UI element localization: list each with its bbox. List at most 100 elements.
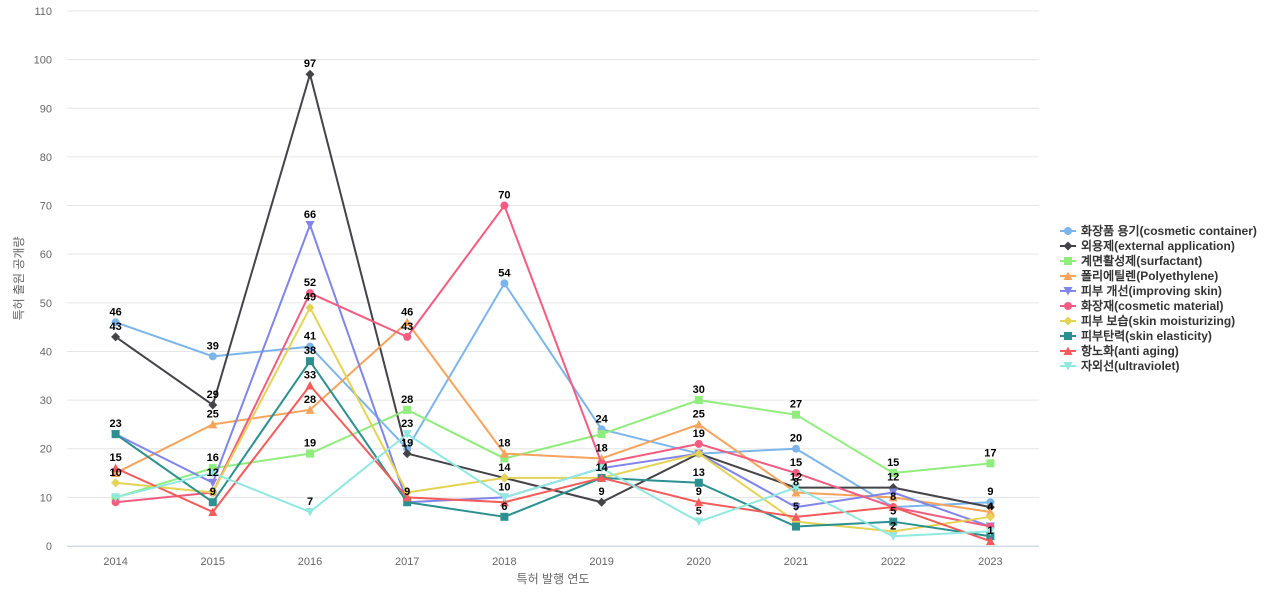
- data-label: 25: [207, 408, 219, 420]
- data-label: 7: [307, 496, 313, 508]
- legend-marker: [1064, 302, 1072, 310]
- data-label: 28: [304, 394, 316, 406]
- data-point: [208, 478, 218, 488]
- x-tick-label: 2016: [298, 556, 322, 568]
- data-point: [792, 444, 800, 453]
- y-tick-label: 60: [40, 249, 52, 261]
- data-label: 19: [693, 428, 705, 440]
- x-tick-label: 2020: [687, 556, 711, 568]
- series-line: [114, 224, 992, 528]
- data-label: 52: [304, 277, 316, 289]
- legend-item: 자외선(ultraviolet): [1060, 358, 1179, 373]
- data-point: [208, 507, 218, 516]
- data-label: 4: [987, 501, 994, 513]
- series-6: [111, 201, 995, 531]
- data-label: 66: [304, 209, 316, 221]
- data-point: [888, 492, 898, 502]
- legend: 화장품 용기(cosmetic container)외용제(external a…: [1060, 223, 1257, 373]
- data-label: 97: [304, 58, 316, 70]
- data-label: 20: [790, 433, 802, 445]
- data-point: [402, 317, 412, 327]
- data-point: [306, 289, 314, 298]
- x-axis-ticks: 2014 2015 2016 2017 2018 2019 2020 2021 2022 2023: [103, 556, 1002, 568]
- data-point: [791, 503, 801, 512]
- data-point: [499, 497, 509, 507]
- data-point: [985, 502, 995, 512]
- data-point: [208, 352, 217, 361]
- y-tick-label: 10: [40, 492, 52, 504]
- legend-item: 피부 보습(skin moisturizing): [1060, 313, 1235, 328]
- data-label: 12: [207, 467, 219, 479]
- series-line: [114, 321, 992, 513]
- data-label: 6: [501, 501, 507, 513]
- data-point: [889, 517, 898, 526]
- data-point: [403, 498, 412, 507]
- data-label: 23: [401, 418, 413, 430]
- data-point: [791, 483, 801, 493]
- data-point: [208, 469, 218, 478]
- data-label: 9: [987, 486, 993, 498]
- legend-label: 피부 개선(improving skin): [1081, 283, 1222, 298]
- x-tick-label: 2022: [881, 556, 905, 568]
- data-label: 41: [304, 331, 316, 343]
- data-label: 15: [887, 457, 899, 469]
- data-label: 2: [890, 520, 896, 532]
- data-label: 14: [595, 462, 608, 474]
- data-point: [305, 381, 315, 390]
- data-point: [792, 469, 800, 478]
- series-line: [114, 433, 992, 538]
- legend-marker: [1063, 271, 1073, 280]
- data-label: 70: [498, 190, 510, 202]
- data-label: 49: [304, 292, 316, 304]
- legend-marker: [1064, 227, 1072, 235]
- data-point: [500, 201, 509, 210]
- y-tick-label: 40: [40, 346, 52, 358]
- data-point: [111, 430, 120, 439]
- data-point: [597, 430, 606, 439]
- data-label: 9: [599, 486, 605, 498]
- legend-item: 폴리에틸렌(Polyethylene): [1060, 268, 1218, 283]
- series-line: [114, 204, 992, 528]
- data-point: [889, 469, 898, 478]
- legend-marker: [1063, 362, 1073, 371]
- data-label: 23: [109, 418, 121, 430]
- data-point: [986, 532, 995, 541]
- data-point: [403, 332, 412, 341]
- data-point: [791, 488, 801, 497]
- data-point: [888, 502, 898, 512]
- x-tick-label: 2018: [492, 556, 516, 568]
- data-point: [305, 507, 315, 517]
- data-point: [694, 419, 704, 429]
- x-tick-label: 2021: [784, 556, 808, 568]
- data-point: [403, 405, 412, 414]
- data-point: [986, 498, 995, 507]
- y-tick-label: 50: [40, 298, 52, 310]
- legend-marker: [1063, 241, 1073, 251]
- data-point: [597, 464, 607, 473]
- data-label: 25: [693, 408, 705, 420]
- data-point: [694, 396, 703, 405]
- data-point: [111, 468, 121, 478]
- data-point: [500, 454, 509, 463]
- data-label: 28: [401, 394, 413, 406]
- data-point: [985, 527, 995, 536]
- data-point: [888, 532, 898, 541]
- data-label: 13: [693, 467, 705, 479]
- data-label: 46: [401, 306, 413, 318]
- legend-marker: [1063, 316, 1073, 326]
- data-point: [111, 478, 121, 488]
- series-4: [111, 317, 995, 516]
- series-line: [114, 306, 992, 533]
- data-point: [305, 69, 315, 79]
- data-point: [208, 419, 218, 429]
- legend-marker: [1064, 257, 1072, 265]
- data-label: 5: [890, 506, 896, 518]
- data-label: 24: [595, 413, 608, 425]
- y-tick-label: 0: [46, 541, 52, 553]
- data-point: [500, 279, 509, 288]
- data-label: 10: [109, 467, 121, 479]
- data-label: 19: [401, 438, 413, 450]
- data-point: [986, 459, 995, 468]
- legend-item: 화장품 용기(cosmetic container): [1060, 223, 1257, 238]
- legend-marker: [1064, 332, 1072, 340]
